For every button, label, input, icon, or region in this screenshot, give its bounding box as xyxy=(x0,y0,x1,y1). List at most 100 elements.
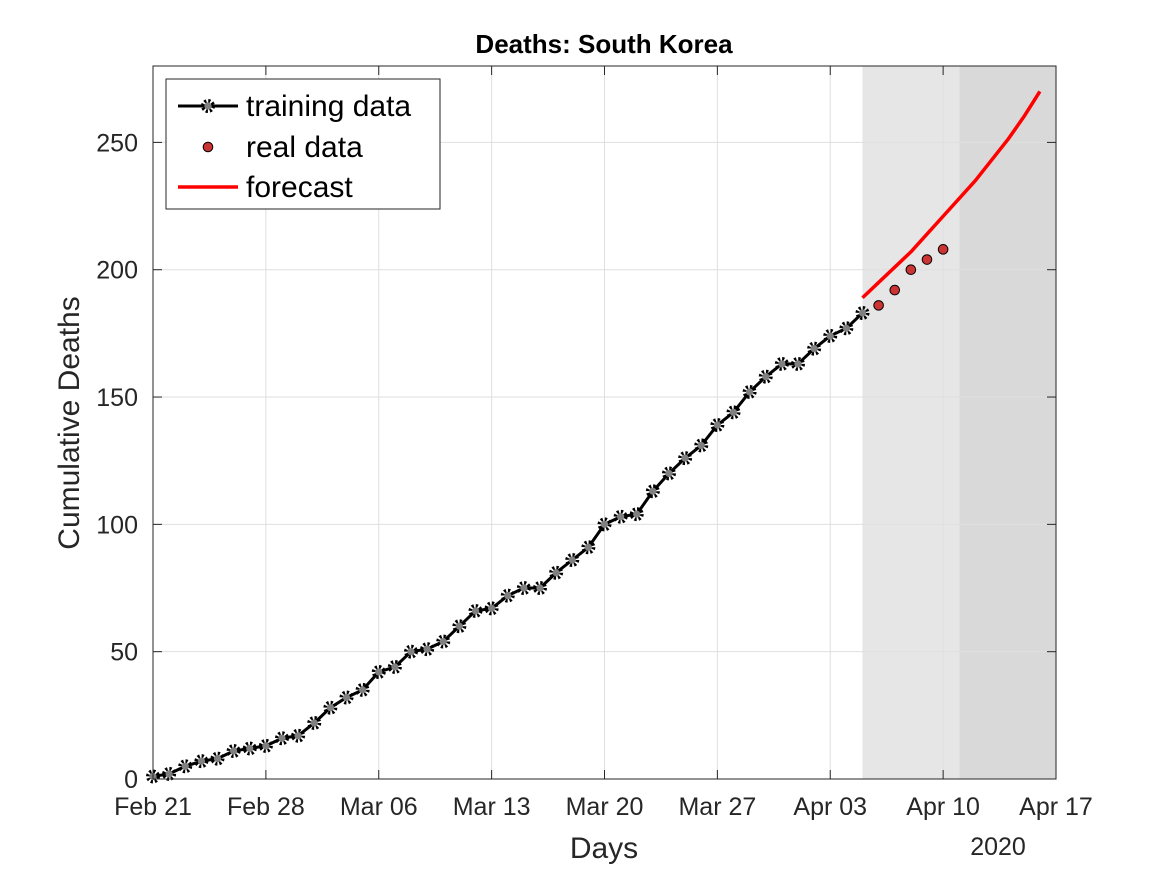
marker-core xyxy=(165,770,173,778)
marker-core xyxy=(713,421,721,429)
marker-core xyxy=(359,686,367,694)
training-data-point xyxy=(194,754,209,769)
training-data-point xyxy=(307,715,322,730)
marker-ring xyxy=(178,759,193,774)
forecast-line xyxy=(861,90,1042,299)
training-data-point xyxy=(581,540,596,555)
marker-ring xyxy=(726,405,741,420)
marker-core xyxy=(213,755,222,763)
marker-ring xyxy=(355,682,370,697)
training-data-point xyxy=(178,759,193,774)
marker-core xyxy=(197,757,205,765)
training-data-point xyxy=(565,553,580,568)
marker-core xyxy=(810,345,818,353)
x-tick-label: Apr 10 xyxy=(906,793,980,821)
training-data-point xyxy=(678,451,693,466)
legend-swatch-marker xyxy=(202,141,214,153)
marker-ring xyxy=(629,507,644,522)
marker-core xyxy=(342,693,351,702)
chart-title: Deaths: South Korea xyxy=(475,29,733,59)
marker-ring xyxy=(790,356,805,371)
real-data-point xyxy=(873,300,884,311)
marker-core xyxy=(649,487,657,495)
legend-swatch-marker xyxy=(201,99,216,114)
training-data-point xyxy=(452,619,467,634)
training-data-point xyxy=(726,405,741,420)
marker-ring xyxy=(420,642,435,657)
marker-core xyxy=(504,592,512,600)
legend-item: real data xyxy=(202,131,363,164)
marker-core xyxy=(778,360,786,368)
axes xyxy=(152,65,1057,780)
y-tick-label: 50 xyxy=(110,639,138,667)
training-data-point xyxy=(710,418,725,433)
legend-label: forecast xyxy=(246,171,353,204)
training-data-point xyxy=(371,665,386,680)
real-data-point xyxy=(905,264,917,276)
training-data-point xyxy=(823,328,838,343)
training-data-point xyxy=(387,659,402,674)
training-data-point xyxy=(162,766,177,781)
training-data-point xyxy=(355,682,370,697)
marker-core xyxy=(262,742,270,750)
training-data-point xyxy=(516,581,531,596)
marker-ring xyxy=(403,644,418,659)
marker-core xyxy=(407,648,415,656)
x-tick-label: Mar 20 xyxy=(566,793,644,821)
marker-ring xyxy=(613,509,628,524)
marker-core xyxy=(423,645,431,653)
real-data-point xyxy=(937,244,949,255)
marker-core xyxy=(375,668,383,676)
training-data-point xyxy=(694,438,709,453)
training-data-point xyxy=(226,743,241,758)
marker-ring xyxy=(307,715,322,730)
training-data-point xyxy=(742,384,757,399)
training-data-point xyxy=(420,642,435,657)
legend: training data real data forecast xyxy=(165,78,441,210)
marker-core xyxy=(842,324,850,332)
marker-core xyxy=(326,704,334,712)
marker-ring xyxy=(516,581,531,596)
x-tick-label: Mar 06 xyxy=(340,793,418,821)
marker-core xyxy=(729,408,738,416)
marker-core xyxy=(520,584,528,592)
marker-core xyxy=(439,637,447,646)
legend-item: training data xyxy=(178,90,411,123)
marker-ring xyxy=(678,451,693,466)
training-data-point xyxy=(323,700,338,715)
training-data-point xyxy=(758,369,773,384)
marker-ring xyxy=(661,466,676,481)
y-tick-label: 0 xyxy=(124,766,138,794)
marker-ring xyxy=(484,601,499,616)
x-tick-label: Mar 27 xyxy=(678,793,756,821)
marker-core xyxy=(455,622,463,630)
marker-ring xyxy=(291,728,306,743)
marker-ring xyxy=(436,634,451,649)
y-tick-label: 200 xyxy=(96,257,138,285)
marker-ring xyxy=(839,321,854,336)
y-tick-label: 250 xyxy=(96,129,138,157)
marker-ring xyxy=(258,738,273,753)
marker-core xyxy=(858,309,867,317)
marker-core xyxy=(488,604,496,612)
marker-core xyxy=(665,469,673,478)
training-data-point xyxy=(484,601,499,616)
shaded-region xyxy=(862,66,960,779)
training-data-point xyxy=(532,581,547,596)
legend-label: training data xyxy=(246,90,411,123)
marker-core xyxy=(697,441,705,450)
marker-ring xyxy=(452,619,467,634)
marker-core xyxy=(391,663,399,671)
marker-ring xyxy=(774,356,789,371)
tick-labels: Feb 21 Feb 28 Mar 06 Mar 13 Mar 20 Mar 27 Apr … xyxy=(96,129,1093,821)
marker-ring xyxy=(339,690,354,705)
training-data-point xyxy=(242,741,257,756)
marker-ring xyxy=(855,306,870,321)
marker-core xyxy=(762,373,770,381)
marker-core xyxy=(246,744,254,753)
marker-ring xyxy=(226,743,241,758)
y-axis-label: Cumulative Deaths xyxy=(53,296,86,549)
data-series xyxy=(146,90,1042,784)
marker-ring xyxy=(565,553,580,568)
